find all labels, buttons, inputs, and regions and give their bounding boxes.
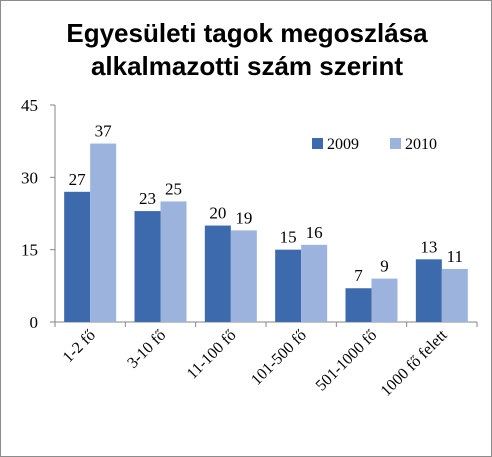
bar-2009-5	[345, 288, 372, 322]
bar-2010-3	[230, 230, 257, 322]
category-label: 11-100 fő	[184, 327, 240, 383]
category-label: 1-2 fő	[60, 327, 99, 366]
y-tick-label: 0	[30, 313, 39, 332]
bar-2010-6	[441, 268, 468, 322]
legend-swatch-2010	[390, 138, 401, 149]
legend-label-2010: 2010	[405, 136, 437, 153]
bar-2010-4	[301, 244, 328, 322]
chart-title: Egyesületi tagok megoszlása alkalmazotti…	[1, 17, 492, 83]
bar-2010-5	[371, 278, 398, 322]
data-label-2010-5: 9	[380, 257, 389, 276]
data-label-2009-2: 23	[139, 189, 156, 208]
bar-2009-1	[64, 191, 91, 322]
y-tick-label: 30	[21, 168, 38, 187]
data-label-2009-4: 15	[280, 228, 297, 247]
data-label-2010-6: 11	[447, 247, 463, 266]
y-tick-label: 45	[21, 96, 38, 115]
data-label-2009-3: 20	[209, 204, 226, 223]
bar-2010-2	[160, 201, 187, 322]
category-label: 3-10 fő	[124, 327, 169, 372]
category-label: 101-500 fő	[248, 327, 310, 389]
data-label-2010-4: 16	[306, 223, 323, 242]
data-label-2010-1: 37	[95, 122, 113, 141]
data-label-2009-5: 7	[354, 266, 363, 285]
chart-title-line1: Egyesületi tagok megoszlása	[66, 18, 428, 48]
category-label: 501-1000 fő	[313, 327, 381, 395]
data-label-2009-6: 13	[420, 237, 437, 256]
legend-label-2009: 2009	[327, 136, 359, 153]
bar-2009-6	[415, 259, 442, 322]
chart-title-line2: alkalmazotti szám szerint	[90, 51, 404, 81]
category-label: 1000 fő felett	[378, 326, 451, 399]
bar-2009-2	[134, 211, 161, 322]
legend-swatch-2009	[312, 138, 323, 149]
data-label-2009-1: 27	[69, 170, 87, 189]
bar-2009-3	[204, 225, 231, 322]
bar-2009-4	[275, 249, 302, 322]
data-label-2010-3: 19	[235, 208, 252, 227]
data-label-2010-2: 25	[165, 179, 182, 198]
y-tick-label: 15	[21, 241, 38, 260]
bar-2010-1	[90, 143, 117, 322]
